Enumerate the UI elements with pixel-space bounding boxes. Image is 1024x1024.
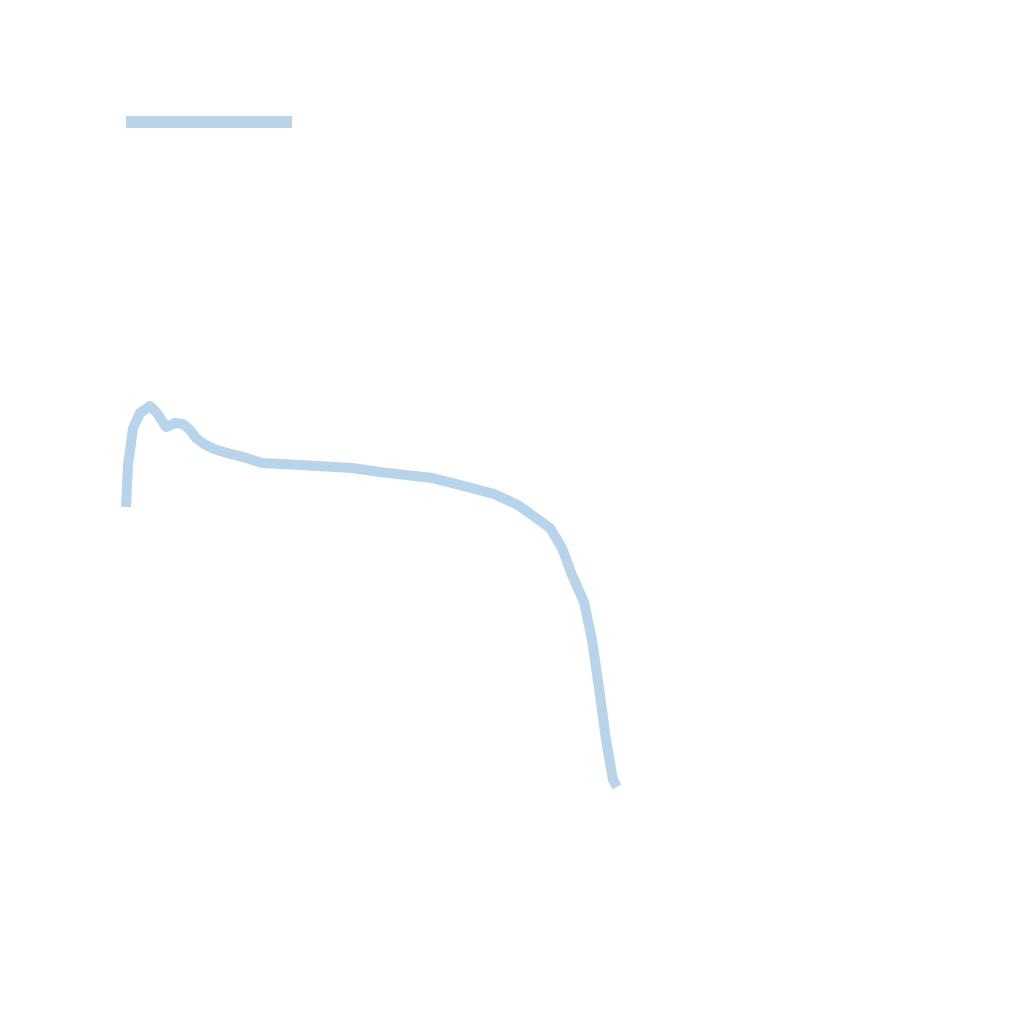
curve [121, 401, 622, 790]
legend-swatch [126, 116, 292, 128]
